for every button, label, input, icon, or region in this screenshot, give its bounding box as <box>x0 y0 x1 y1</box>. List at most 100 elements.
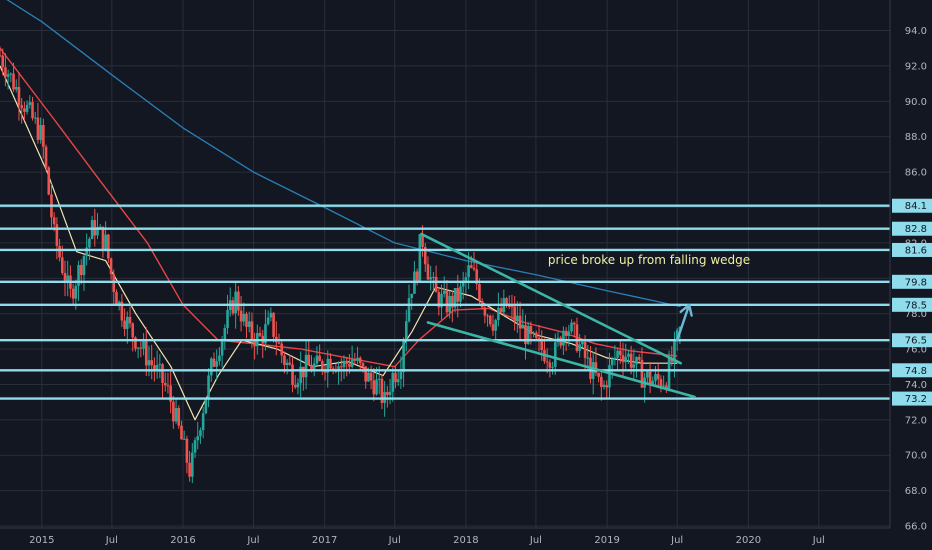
candle-body <box>507 305 511 307</box>
time-tick-label: Jul <box>388 535 401 546</box>
candle-body <box>42 125 45 147</box>
time-tick-label: 2017 <box>312 535 337 546</box>
candle-body <box>331 368 335 370</box>
candle-body <box>126 316 129 329</box>
candle-body <box>470 265 473 268</box>
wedge-upper-line <box>420 232 682 365</box>
candle-body <box>136 347 140 349</box>
candle-body <box>17 87 21 106</box>
candle-body <box>350 359 354 367</box>
candle-body <box>155 365 159 371</box>
candle-body <box>196 436 200 441</box>
candle-body <box>23 108 26 112</box>
candle-body <box>169 385 172 402</box>
candle-body <box>239 310 243 322</box>
candle-body <box>277 342 281 344</box>
time-tick-label: Jul <box>246 535 259 546</box>
candle-body <box>329 358 332 369</box>
candle-body <box>215 361 218 367</box>
price-tick-label: 66.0 <box>905 522 927 533</box>
candle-body <box>434 276 438 293</box>
candle-body <box>521 324 525 329</box>
level-badge-label: 76.5 <box>905 336 927 347</box>
candle-body <box>673 339 676 362</box>
candle-body <box>234 291 237 314</box>
candle-body <box>377 378 381 380</box>
falling-wedge <box>420 232 696 399</box>
candle-body <box>245 313 248 327</box>
time-tick-label: 2019 <box>594 535 619 546</box>
candle-body <box>605 385 609 388</box>
candle-body <box>356 357 359 361</box>
price-pane[interactable] <box>0 0 890 528</box>
candle-body <box>258 332 262 336</box>
candle-body <box>516 315 519 322</box>
level-badge-bg <box>892 221 932 236</box>
candle-body <box>597 372 600 377</box>
candle-body <box>432 276 435 278</box>
candle-body <box>250 321 254 339</box>
candle-body <box>101 226 105 250</box>
candle-body <box>459 286 462 302</box>
candle-body <box>407 297 411 322</box>
level-badge: 82.8 <box>892 221 932 236</box>
candle-body <box>675 329 679 340</box>
candle-body <box>134 337 137 349</box>
candle-body <box>402 341 405 372</box>
candle-body <box>529 325 533 335</box>
level-badge-label: 73.2 <box>905 394 927 405</box>
candle-body <box>572 322 576 325</box>
ma-slow-line <box>6 0 681 308</box>
candle-body <box>505 298 508 306</box>
candle-body <box>77 264 80 286</box>
candle-body <box>31 102 34 119</box>
candle-body <box>4 67 7 77</box>
candle-body <box>144 341 148 366</box>
price-tick-label: 94.0 <box>905 26 927 37</box>
candle-body <box>553 342 557 367</box>
price-tick-label: 68.0 <box>905 486 927 497</box>
candle-body <box>166 385 170 387</box>
candle-body <box>63 272 67 283</box>
candle-body <box>524 324 527 344</box>
candle-body <box>47 167 51 195</box>
candle-body <box>71 288 75 299</box>
time-tick-label: Jul <box>105 535 118 546</box>
candle-body <box>174 408 178 422</box>
candle-body <box>510 306 514 308</box>
candle-body <box>637 356 641 360</box>
candle-body <box>616 350 619 358</box>
candle-body <box>0 55 2 57</box>
candle-body <box>499 307 503 313</box>
candle-body <box>586 357 590 359</box>
candle-body <box>375 379 378 395</box>
time-tick-label: Jul <box>812 535 825 546</box>
candle-body <box>115 291 118 305</box>
candle-body <box>264 324 267 344</box>
arrow-shaft <box>675 303 691 342</box>
candle-body <box>548 362 552 368</box>
candle-body <box>348 363 351 367</box>
candle-body <box>147 360 151 366</box>
candle-body <box>307 354 311 366</box>
candle-body <box>312 363 316 372</box>
candle-body <box>535 332 538 338</box>
candle-body <box>161 364 164 383</box>
candle-body <box>478 284 481 301</box>
candle-body <box>123 320 126 329</box>
candle-body <box>142 341 145 349</box>
candle-body <box>310 365 313 372</box>
candle-body <box>231 300 235 314</box>
candle-body <box>456 288 460 302</box>
price-tick-label: 86.0 <box>905 168 927 179</box>
candle-body <box>399 371 403 380</box>
candle-body <box>88 238 91 248</box>
candle-body <box>629 353 633 368</box>
time-axis[interactable] <box>0 528 890 550</box>
level-badge: 74.8 <box>892 363 932 378</box>
price-tick-label: 72.0 <box>905 415 927 426</box>
candle-body <box>291 364 294 386</box>
candle-body <box>372 380 376 395</box>
candle-body <box>182 438 186 440</box>
